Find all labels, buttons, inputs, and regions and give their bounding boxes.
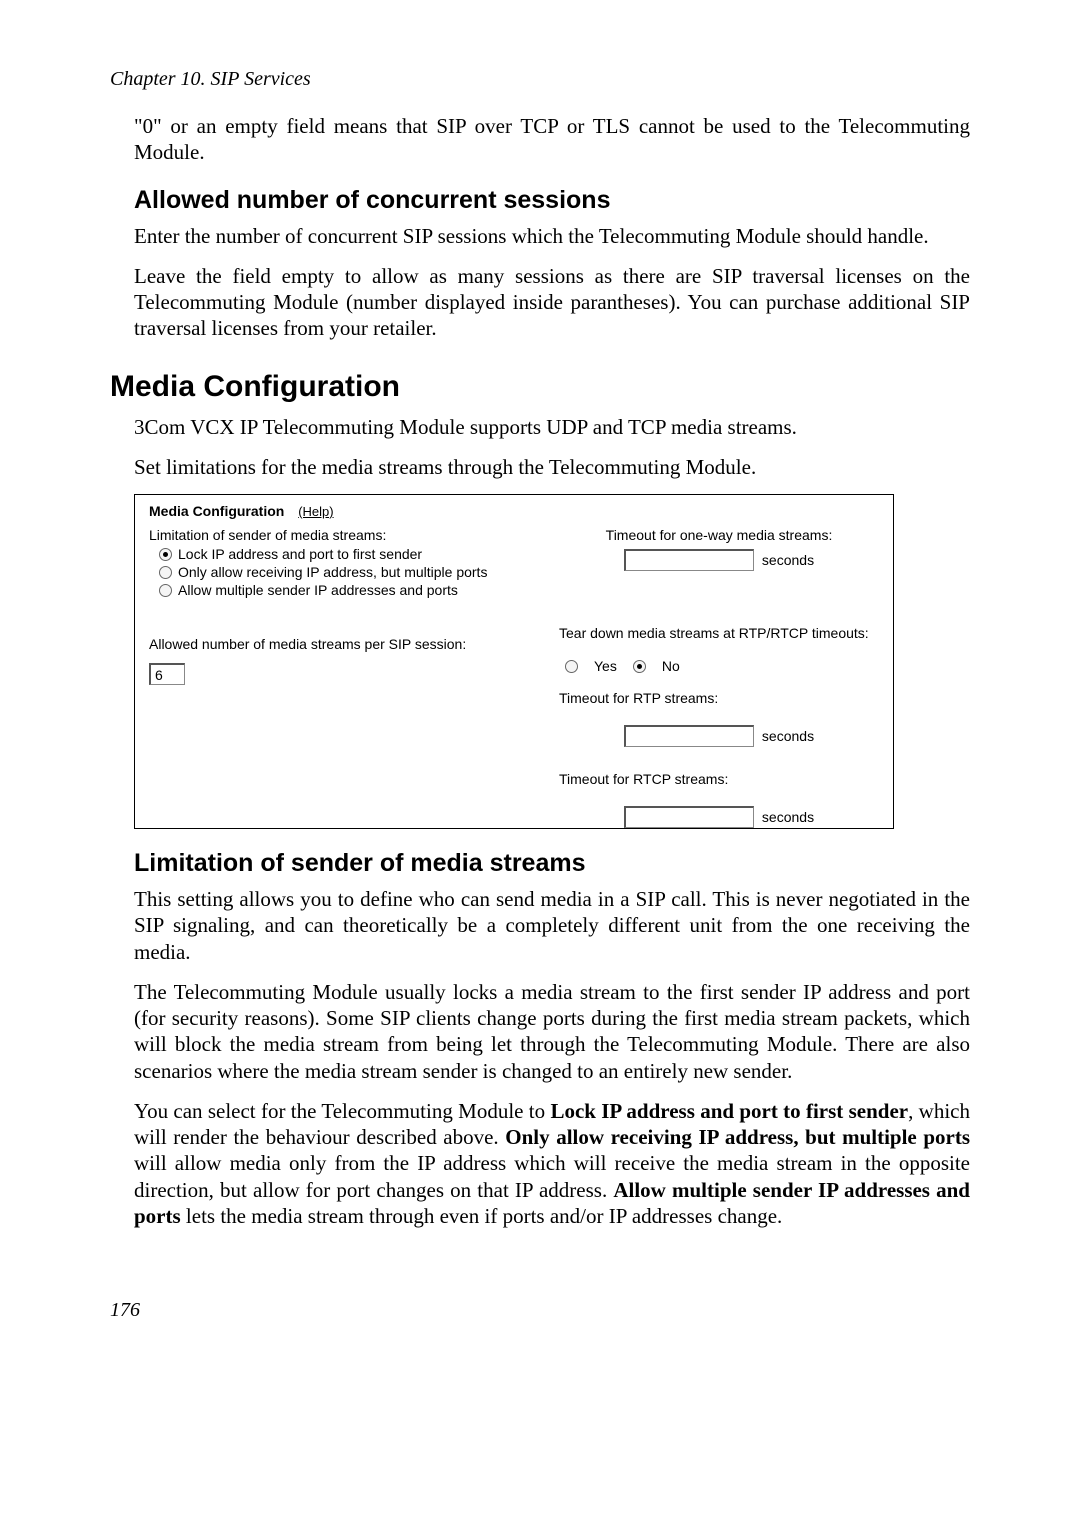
allowed-streams-input[interactable]: 6 — [149, 663, 185, 685]
radio-label: Allow multiple sender IP addresses and p… — [178, 582, 458, 598]
chapter-header: Chapter 10. SIP Services — [110, 68, 970, 91]
intro-paragraph: "0" or an empty field means that SIP ove… — [134, 113, 970, 166]
panel-title: Media Configuration — [149, 503, 284, 519]
no-label: No — [662, 658, 680, 674]
timeout-rtcp-label: Timeout for RTCP streams: — [559, 771, 879, 787]
radio-teardown-yes[interactable] — [565, 660, 578, 673]
timeout-rtp-label: Timeout for RTP streams: — [559, 690, 879, 706]
seconds-label: seconds — [762, 552, 814, 568]
seconds-label: seconds — [762, 728, 814, 744]
concurrent-p2: Leave the field empty to allow as many s… — [134, 263, 970, 342]
radio-label: Lock IP address and port to first sender — [178, 546, 422, 562]
radio-icon — [159, 566, 172, 579]
radio-allow-multiple[interactable]: Allow multiple sender IP addresses and p… — [159, 582, 519, 598]
timeout-oneway-label: Timeout for one-way media streams: — [559, 527, 879, 543]
limit-p3: You can select for the Telecommuting Mod… — [134, 1098, 970, 1229]
yes-label: Yes — [594, 658, 617, 674]
timeout-rtcp-input[interactable] — [624, 806, 754, 828]
seconds-label: seconds — [762, 809, 814, 825]
limit-p2: The Telecommuting Module usually locks a… — [134, 979, 970, 1084]
media-p2: Set limitations for the media streams th… — [134, 454, 970, 480]
limitation-label: Limitation of sender of media streams: — [149, 527, 519, 543]
text-run: lets the media stream through even if po… — [181, 1204, 783, 1228]
bold-only-allow: Only allow receiving IP address, but mul… — [505, 1125, 970, 1149]
heading-concurrent-sessions: Allowed number of concurrent sessions — [134, 186, 970, 215]
limit-p1: This setting allows you to define who ca… — [134, 886, 970, 965]
heading-media-configuration: Media Configuration — [110, 370, 970, 404]
media-p1: 3Com VCX IP Telecommuting Module support… — [134, 414, 970, 440]
radio-icon — [159, 584, 172, 597]
bold-lock-ip: Lock IP address and port to first sender — [550, 1099, 908, 1123]
timeout-oneway-input[interactable] — [624, 549, 754, 571]
media-config-panel: Media Configuration (Help) Limitation of… — [134, 494, 894, 829]
page-number: 176 — [110, 1299, 970, 1322]
teardown-label: Tear down media streams at RTP/RTCP time… — [559, 625, 879, 641]
radio-icon — [159, 548, 172, 561]
text-run: You can select for the Telecommuting Mod… — [134, 1099, 550, 1123]
allowed-streams-label: Allowed number of media streams per SIP … — [149, 636, 519, 652]
help-link[interactable]: (Help) — [298, 504, 333, 519]
radio-teardown-no[interactable] — [633, 660, 646, 673]
heading-limitation-sender: Limitation of sender of media streams — [134, 849, 970, 878]
radio-lock-first-sender[interactable]: Lock IP address and port to first sender — [159, 546, 519, 562]
timeout-rtp-input[interactable] — [624, 725, 754, 747]
radio-label: Only allow receiving IP address, but mul… — [178, 564, 487, 580]
radio-only-allow-receiving[interactable]: Only allow receiving IP address, but mul… — [159, 564, 519, 580]
concurrent-p1: Enter the number of concurrent SIP sessi… — [134, 223, 970, 249]
